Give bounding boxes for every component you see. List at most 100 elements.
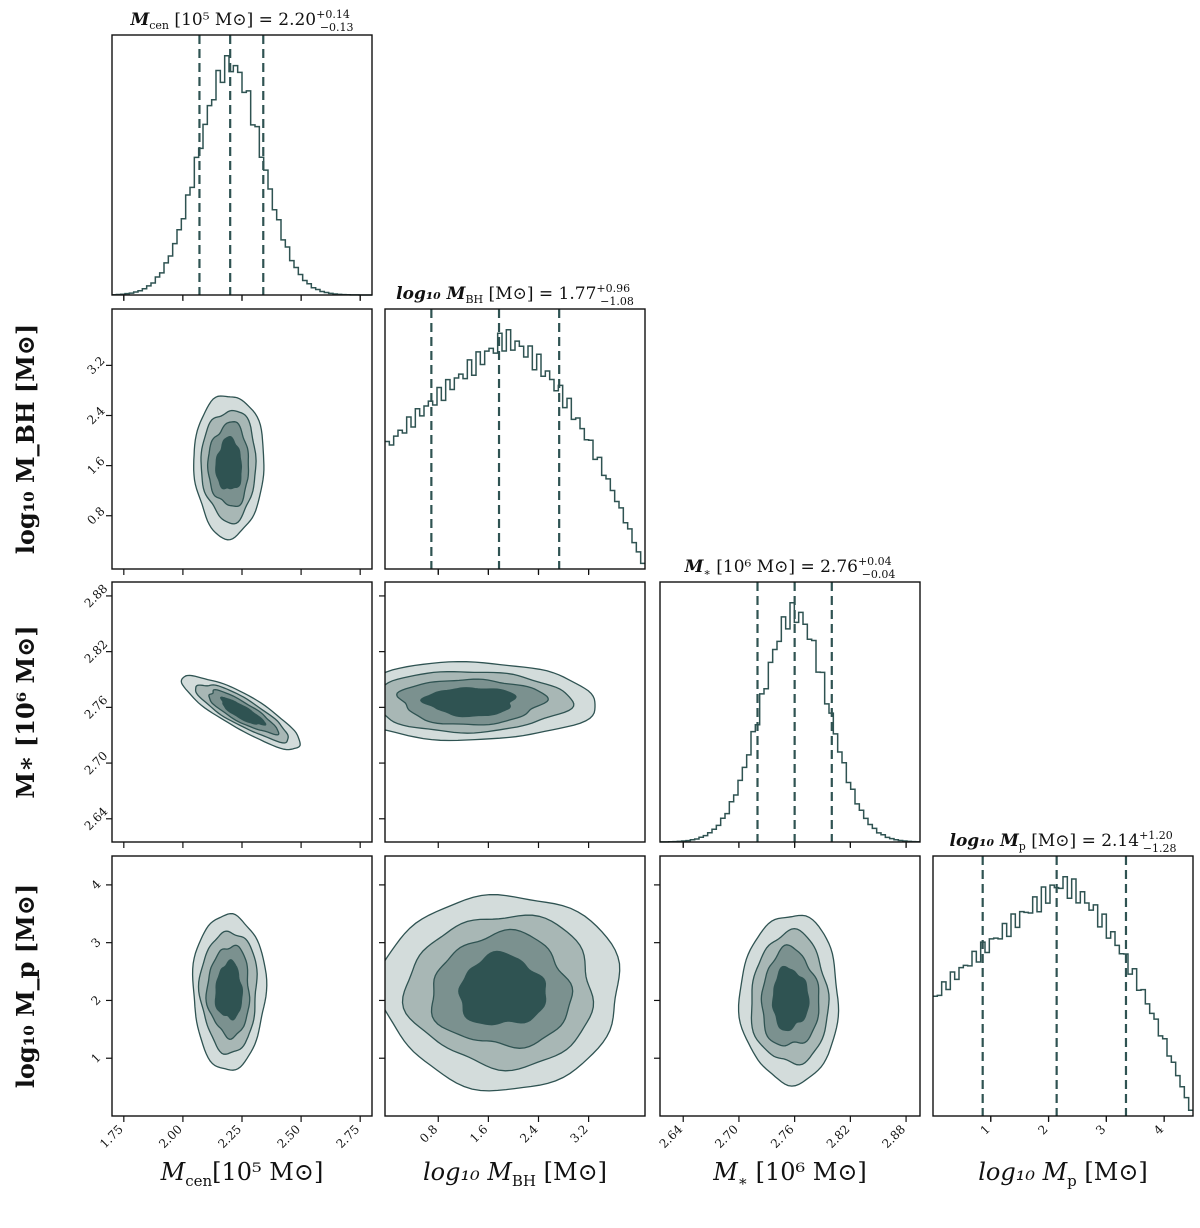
x-tick-label-mbh: 0.8 — [417, 1122, 440, 1145]
title-subscript: BH — [465, 293, 483, 306]
y-tick-label-mbh: 1.6 — [84, 454, 107, 477]
histogram-mbh — [385, 329, 645, 565]
diag-panel-mcen: Mcen [10⁵ M⊙] = 2.20+0.14 −0.13 — [111, 8, 373, 296]
panel-mstar-vs-mbh — [384, 581, 646, 843]
x-axis-label-mp: log₁₀ Mp [M⊙] — [978, 1158, 1148, 1190]
panel-title-mbh: log₁₀ MBH [M⊙] = 1.77+0.96 −1.08 — [396, 282, 634, 308]
title-value: [10⁶ M⊙] = 2.76 — [711, 557, 858, 577]
title-upper-error: +0.04 — [858, 555, 892, 568]
x-tick-label-mbh: 1.6 — [467, 1122, 490, 1145]
y-tick-label-mp: 2 — [88, 993, 103, 1008]
y-axis-label-mp: log₁₀ M_p [M⊙] — [11, 884, 40, 1088]
title-value: [M⊙] = 1.77 — [483, 284, 596, 304]
diag-panel-mbh: log₁₀ MBH [M⊙] = 1.77+0.96 −1.08 — [384, 282, 646, 570]
y-tick-label-mp: 4 — [88, 877, 104, 893]
frame — [659, 855, 921, 1117]
contours — [193, 395, 265, 541]
x-axis-unit: [M⊙] — [1077, 1158, 1148, 1186]
title-subscript: cen — [149, 19, 169, 32]
contour-level-4 — [215, 436, 243, 490]
title-symbol: M — [684, 557, 705, 577]
y-tick-label-mbh: 0.8 — [84, 504, 107, 527]
x-axis-unit: [10⁶ M⊙] — [748, 1158, 867, 1186]
x-tick-label-mp: 4 — [1151, 1122, 1167, 1138]
panel-mp-vs-mstar — [659, 855, 921, 1117]
title-subscript: p — [1019, 840, 1026, 853]
frame-mstar — [659, 581, 921, 843]
contours — [385, 660, 596, 742]
y-axis-label-mstar: M∗ [10⁶ M⊙] — [11, 625, 40, 798]
x-tick-label-mcen: 2.50 — [274, 1122, 303, 1151]
histogram-mp — [933, 876, 1193, 1111]
x-axis-subscript: cen — [185, 1172, 212, 1190]
panel-title-mcen: Mcen [10⁵ M⊙] = 2.20+0.14 −0.13 — [129, 8, 353, 34]
title-symbol: log₁₀ M — [396, 284, 466, 304]
contours — [737, 914, 840, 1087]
panel-mbh-vs-mcen — [111, 308, 373, 570]
title-symbol: log₁₀ M — [949, 831, 1019, 851]
x-tick-label-mcen: 2.75 — [334, 1122, 363, 1151]
frame-mp — [932, 855, 1194, 1117]
title-upper-error: +0.96 — [596, 282, 630, 295]
x-axis-symbol: M — [712, 1158, 739, 1186]
y-axis-label-mbh: log₁₀ M_BH [M⊙] — [11, 324, 40, 555]
diag-panel-mstar: M∗ [10⁶ M⊙] = 2.76+0.04 −0.04 — [659, 555, 921, 843]
contour-level-4 — [214, 959, 244, 1021]
contour-level-4 — [458, 950, 547, 1026]
x-tick-label-mstar: 2.70 — [712, 1122, 741, 1151]
x-axis-symbol: log₁₀ M — [423, 1158, 513, 1186]
x-tick-label-mcen: 2.25 — [215, 1122, 244, 1151]
title-subscript: ∗ — [703, 566, 710, 579]
x-axis-label-mcen: Mcen[10⁵ M⊙] — [160, 1158, 324, 1190]
x-tick-label-mp: 2 — [1035, 1122, 1050, 1137]
x-tick-label-mcen: 2.00 — [156, 1122, 185, 1151]
title-upper-error: +1.20 — [1139, 829, 1173, 842]
histogram-mstar — [660, 602, 920, 843]
contour-level-4 — [220, 696, 267, 726]
x-axis-symbol: log₁₀ M — [978, 1158, 1068, 1186]
frame — [384, 855, 646, 1117]
contour-level-4 — [420, 687, 517, 718]
x-axis-label-mstar: M∗ [10⁶ M⊙] — [712, 1158, 867, 1190]
x-tick-label-mstar: 2.88 — [879, 1122, 908, 1151]
panel-title-mstar: M∗ [10⁶ M⊙] = 2.76+0.04 −0.04 — [684, 555, 896, 581]
x-tick-label-mstar: 2.76 — [768, 1122, 797, 1151]
frame — [384, 581, 646, 843]
x-axis-label-mbh: log₁₀ MBH [M⊙] — [423, 1158, 607, 1190]
x-axis-unit: [M⊙] — [536, 1158, 607, 1186]
x-tick-label-mbh: 3.2 — [567, 1122, 590, 1145]
histogram-mcen — [112, 55, 372, 296]
x-tick-label-mstar: 2.64 — [657, 1122, 686, 1151]
x-axis-subscript: p — [1067, 1172, 1077, 1190]
title-upper-error: +0.14 — [316, 8, 350, 21]
title-symbol: M — [129, 10, 150, 30]
contours — [191, 912, 268, 1071]
y-tick-label-mbh: 2.4 — [84, 404, 108, 428]
panel-mp-vs-mbh — [384, 855, 646, 1117]
x-axis-unit: [10⁵ M⊙] — [212, 1158, 323, 1186]
panel-mstar-vs-mcen — [111, 581, 373, 843]
x-tick-label-mstar: 2.82 — [824, 1122, 853, 1151]
title-lower-error: −0.13 — [320, 21, 354, 34]
x-axis-symbol: M — [160, 1158, 187, 1186]
title-lower-error: −1.08 — [600, 295, 634, 308]
title-lower-error: −0.04 — [862, 568, 896, 581]
title-value: [10⁵ M⊙] = 2.20 — [169, 10, 316, 30]
y-tick-label-mp: 1 — [88, 1051, 103, 1066]
title-lower-error: −1.28 — [1143, 842, 1177, 855]
y-tick-label-mbh: 3.2 — [84, 354, 107, 377]
frame-mbh — [384, 308, 646, 570]
x-axis-subscript: ∗ — [738, 1172, 748, 1190]
x-tick-label-mbh: 2.4 — [517, 1122, 541, 1146]
contours — [385, 893, 621, 1092]
title-value: [M⊙] = 2.14 — [1026, 831, 1139, 851]
x-axis-subscript: BH — [512, 1172, 536, 1190]
contours — [180, 674, 301, 751]
diag-panel-mp: log₁₀ Mp [M⊙] = 2.14+1.20 −1.28 — [932, 829, 1194, 1117]
y-tick-label-mp: 3 — [88, 935, 103, 950]
panel-mp-vs-mcen — [111, 855, 373, 1117]
panel-title-mp: log₁₀ Mp [M⊙] = 2.14+1.20 −1.28 — [949, 829, 1176, 855]
x-tick-label-mp: 3 — [1093, 1122, 1108, 1137]
contour-level-4 — [771, 965, 810, 1032]
